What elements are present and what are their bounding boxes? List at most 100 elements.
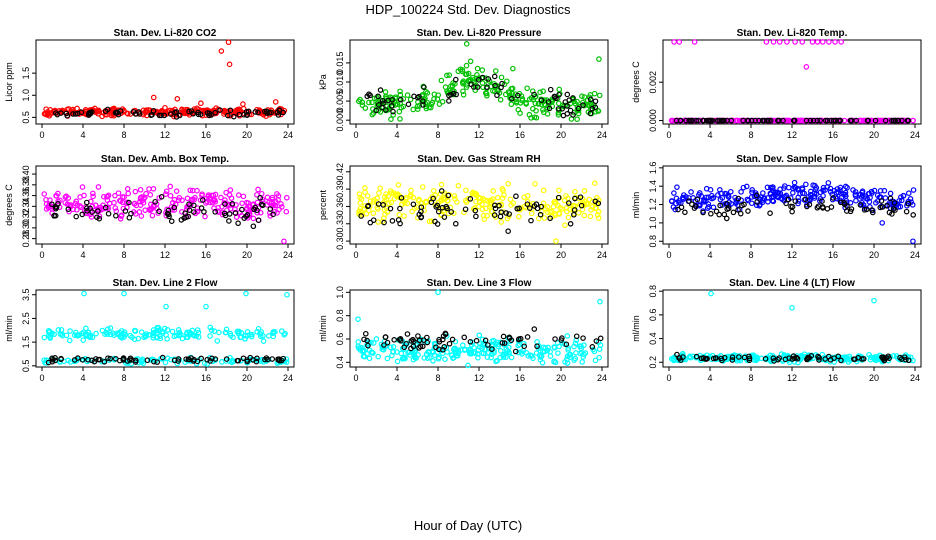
reference-point bbox=[276, 107, 283, 113]
reference-point bbox=[102, 108, 109, 115]
data-point bbox=[117, 215, 124, 222]
data-point bbox=[465, 77, 472, 84]
data-point bbox=[584, 201, 591, 207]
reference-point bbox=[473, 337, 480, 344]
x-tick-label: 8 bbox=[748, 373, 753, 383]
reference-point bbox=[190, 110, 196, 117]
data-point bbox=[475, 354, 481, 361]
data-point bbox=[842, 189, 849, 196]
reference-point bbox=[804, 355, 811, 362]
data-point bbox=[269, 196, 276, 203]
data-point bbox=[479, 80, 486, 86]
reference-point bbox=[841, 199, 847, 206]
reference-point bbox=[408, 345, 414, 352]
x-tick-label: 0 bbox=[39, 130, 44, 140]
reference-point bbox=[84, 208, 90, 214]
reference-point bbox=[358, 213, 364, 219]
data-point bbox=[900, 192, 907, 199]
reference-point bbox=[235, 220, 241, 227]
data-point bbox=[223, 326, 230, 333]
data-point bbox=[171, 333, 178, 340]
data-point bbox=[374, 195, 381, 201]
data-point bbox=[533, 350, 540, 356]
data-point bbox=[216, 329, 222, 336]
reference-point bbox=[730, 209, 737, 216]
reference-point bbox=[782, 356, 789, 363]
data-point bbox=[199, 191, 205, 197]
data-point bbox=[556, 187, 562, 194]
data-point bbox=[467, 58, 474, 65]
reference-point bbox=[226, 211, 233, 217]
outlier-point bbox=[708, 290, 714, 297]
data-point bbox=[488, 354, 494, 361]
reference-point bbox=[547, 215, 553, 222]
reference-point bbox=[677, 357, 684, 363]
reference-point bbox=[152, 198, 158, 205]
reference-point bbox=[837, 199, 844, 206]
reference-point bbox=[735, 195, 742, 202]
data-point bbox=[446, 72, 453, 78]
reference-point bbox=[691, 205, 698, 211]
y-tick-label: 0.30 bbox=[21, 219, 31, 237]
reference-point bbox=[737, 210, 744, 217]
data-point bbox=[81, 192, 87, 199]
reference-point bbox=[838, 357, 844, 364]
data-point bbox=[477, 195, 484, 202]
x-tick-label: 4 bbox=[707, 250, 712, 260]
data-point bbox=[429, 99, 436, 106]
outlier-point bbox=[792, 39, 798, 45]
y-tick-label: 0.32 bbox=[21, 208, 31, 226]
x-tick-label: 16 bbox=[828, 250, 838, 260]
reference-point bbox=[771, 358, 777, 364]
data-point bbox=[230, 334, 236, 341]
reference-point bbox=[736, 354, 742, 360]
data-point bbox=[426, 349, 433, 356]
reference-point bbox=[448, 209, 455, 215]
data-point bbox=[672, 206, 679, 213]
data-point bbox=[237, 334, 244, 341]
outlier-point bbox=[809, 39, 816, 45]
data-point bbox=[743, 183, 750, 190]
data-point bbox=[239, 200, 245, 207]
reference-point bbox=[580, 335, 586, 341]
data-point bbox=[179, 197, 185, 204]
reference-point bbox=[768, 117, 774, 124]
outlier-point bbox=[789, 304, 795, 311]
x-tick-label: 12 bbox=[160, 250, 170, 260]
data-point bbox=[189, 196, 196, 203]
data-point bbox=[524, 85, 530, 92]
reference-point bbox=[716, 211, 722, 218]
data-point bbox=[517, 110, 523, 116]
data-point bbox=[760, 190, 766, 196]
reference-point bbox=[776, 117, 782, 124]
data-point bbox=[769, 187, 776, 194]
data-point bbox=[687, 353, 693, 360]
reference-point bbox=[105, 210, 112, 217]
reference-point bbox=[253, 358, 260, 365]
data-point bbox=[709, 192, 715, 199]
data-point bbox=[596, 208, 602, 215]
data-point bbox=[143, 333, 149, 339]
reference-point bbox=[770, 355, 777, 361]
data-point bbox=[484, 212, 490, 219]
reference-point bbox=[500, 333, 507, 340]
data-point bbox=[386, 200, 392, 207]
data-point bbox=[425, 355, 431, 362]
data-point bbox=[877, 187, 884, 194]
reference-point bbox=[869, 209, 876, 216]
reference-point bbox=[405, 101, 412, 108]
data-point bbox=[74, 202, 81, 208]
data-point bbox=[734, 117, 740, 124]
data-point bbox=[398, 350, 405, 357]
data-point bbox=[254, 328, 260, 335]
reference-point bbox=[231, 113, 237, 120]
reference-point bbox=[382, 334, 389, 340]
reference-point bbox=[446, 92, 452, 99]
x-tick-label: 4 bbox=[80, 250, 85, 260]
data-point bbox=[572, 355, 578, 362]
outlier-point bbox=[832, 39, 838, 45]
reference-point bbox=[198, 355, 204, 362]
data-point bbox=[508, 101, 515, 108]
data-point bbox=[540, 187, 547, 194]
data-point bbox=[837, 184, 844, 191]
